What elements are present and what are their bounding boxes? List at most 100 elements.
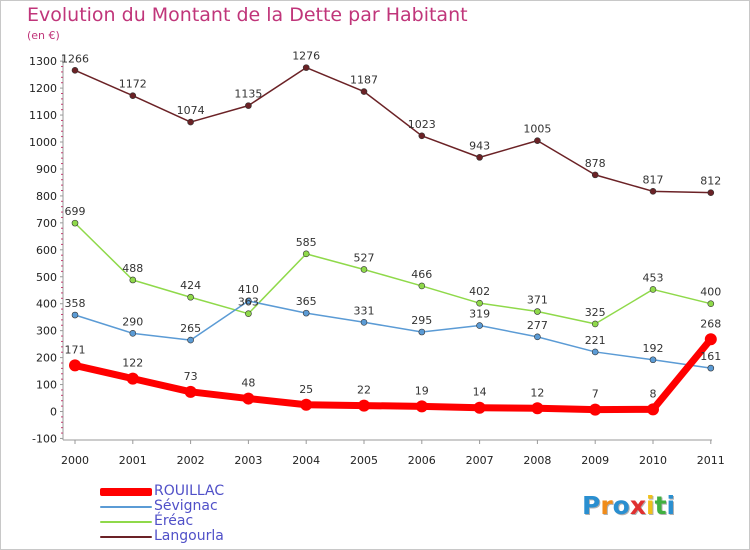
data-label-sevignac: 358 xyxy=(65,297,86,310)
x-tick-label: 2007 xyxy=(466,454,494,467)
data-label-langourla: 1135 xyxy=(234,88,262,101)
y-tick-label: 600 xyxy=(36,244,57,257)
data-label-langourla: 1172 xyxy=(119,78,147,91)
data-point-langourla xyxy=(245,102,252,109)
data-label-sevignac: 410 xyxy=(238,283,259,296)
data-point-rouillac xyxy=(473,401,486,414)
data-label-sevignac: 192 xyxy=(643,342,664,355)
logo-letter: i xyxy=(666,491,676,520)
data-point-ereac xyxy=(534,308,541,315)
data-label-sevignac: 161 xyxy=(700,350,721,363)
data-point-rouillac xyxy=(242,392,255,405)
data-label-ereac: 400 xyxy=(700,286,721,299)
data-label-sevignac: 319 xyxy=(469,308,490,321)
y-tick-label: 300 xyxy=(36,325,57,338)
data-point-sevignac xyxy=(129,330,137,337)
data-point-ereac xyxy=(360,266,368,273)
data-point-langourla xyxy=(649,188,657,195)
data-point-rouillac xyxy=(300,398,313,411)
data-label-rouillac: 19 xyxy=(415,384,429,397)
data-label-rouillac: 268 xyxy=(700,317,721,330)
data-label-sevignac: 290 xyxy=(122,315,143,328)
data-point-ereac xyxy=(129,276,137,284)
y-tick-label: 1200 xyxy=(29,82,57,95)
x-tick-label: 2002 xyxy=(177,454,205,467)
x-tick-label: 2008 xyxy=(523,454,551,467)
data-label-sevignac: 295 xyxy=(411,314,432,327)
x-tick-label: 2010 xyxy=(639,454,667,467)
data-label-ereac: 402 xyxy=(469,285,490,298)
legend-label-rouillac: ROUILLAC xyxy=(154,483,225,499)
data-point-ereac xyxy=(649,286,657,293)
data-label-langourla: 1187 xyxy=(350,74,378,87)
y-tick-label: 500 xyxy=(36,271,57,284)
y-tick-label: 1100 xyxy=(29,109,57,122)
data-point-ereac xyxy=(187,293,194,301)
data-label-rouillac: 7 xyxy=(592,388,599,401)
data-label-langourla: 817 xyxy=(643,173,664,186)
data-label-sevignac: 277 xyxy=(527,319,548,332)
y-tick-label: 800 xyxy=(36,190,57,203)
y-tick-label: -100 xyxy=(32,432,57,445)
logo-letter: x xyxy=(629,491,646,520)
data-point-langourla xyxy=(71,67,79,74)
data-point-sevignac xyxy=(707,364,715,372)
data-point-sevignac xyxy=(360,318,368,326)
series-line-ereac xyxy=(74,222,712,325)
logo-letter: i xyxy=(646,491,655,520)
y-tick-label: 400 xyxy=(36,298,57,311)
y-tick-label: 700 xyxy=(36,217,57,230)
data-point-sevignac xyxy=(649,356,657,364)
data-label-ereac: 424 xyxy=(180,279,201,292)
data-point-sevignac xyxy=(476,322,483,329)
data-point-sevignac xyxy=(591,348,599,356)
x-tick-label: 2005 xyxy=(350,454,378,467)
legend-label-ereac: Éréac xyxy=(154,513,194,529)
data-label-sevignac: 331 xyxy=(354,304,375,317)
data-label-ereac: 585 xyxy=(296,236,317,249)
data-point-ereac xyxy=(418,282,426,290)
data-point-ereac xyxy=(476,299,483,307)
data-point-rouillac xyxy=(184,385,197,398)
x-tick-label: 2001 xyxy=(119,454,147,467)
series-line-rouillac xyxy=(71,335,715,414)
logo-letter: t xyxy=(654,491,667,520)
data-point-rouillac xyxy=(704,333,717,346)
data-label-rouillac: 48 xyxy=(241,377,255,390)
data-label-langourla: 1276 xyxy=(292,50,320,63)
data-point-langourla xyxy=(476,154,483,161)
data-label-rouillac: 14 xyxy=(473,386,487,399)
data-point-langourla xyxy=(360,88,368,95)
series-line-sevignac xyxy=(74,300,712,369)
data-label-ereac: 699 xyxy=(65,205,86,218)
data-point-langourla xyxy=(187,118,194,126)
data-point-rouillac xyxy=(415,400,428,413)
series-line-langourla xyxy=(74,66,712,194)
data-label-ereac: 371 xyxy=(527,294,548,307)
x-tick-label: 2000 xyxy=(61,454,89,467)
data-point-ereac xyxy=(707,300,715,308)
chart-title: Evolution du Montant de la Dette par Hab… xyxy=(27,4,468,26)
data-label-langourla: 1266 xyxy=(61,52,89,65)
data-point-sevignac xyxy=(534,333,541,341)
data-label-langourla: 1074 xyxy=(177,104,205,117)
data-point-ereac xyxy=(245,310,252,317)
data-label-ereac: 488 xyxy=(122,262,143,275)
data-point-rouillac xyxy=(69,359,81,372)
y-tick-label: 200 xyxy=(36,352,57,365)
data-point-rouillac xyxy=(358,399,370,412)
y-tick-label: 100 xyxy=(36,379,57,392)
data-point-rouillac xyxy=(589,403,602,416)
data-label-rouillac: 22 xyxy=(357,384,371,397)
x-tick-label: 2009 xyxy=(581,454,609,467)
data-label-rouillac: 12 xyxy=(530,386,544,399)
chart-unit-subtitle: (en €) xyxy=(27,29,60,42)
data-label-sevignac: 221 xyxy=(585,334,606,347)
legend-swatch-ereac xyxy=(100,521,152,523)
data-label-rouillac: 171 xyxy=(65,343,86,356)
data-label-ereac: 466 xyxy=(411,268,432,281)
data-label-langourla: 878 xyxy=(585,157,606,170)
data-label-ereac: 453 xyxy=(643,271,664,284)
x-tick-label: 2004 xyxy=(292,454,320,467)
